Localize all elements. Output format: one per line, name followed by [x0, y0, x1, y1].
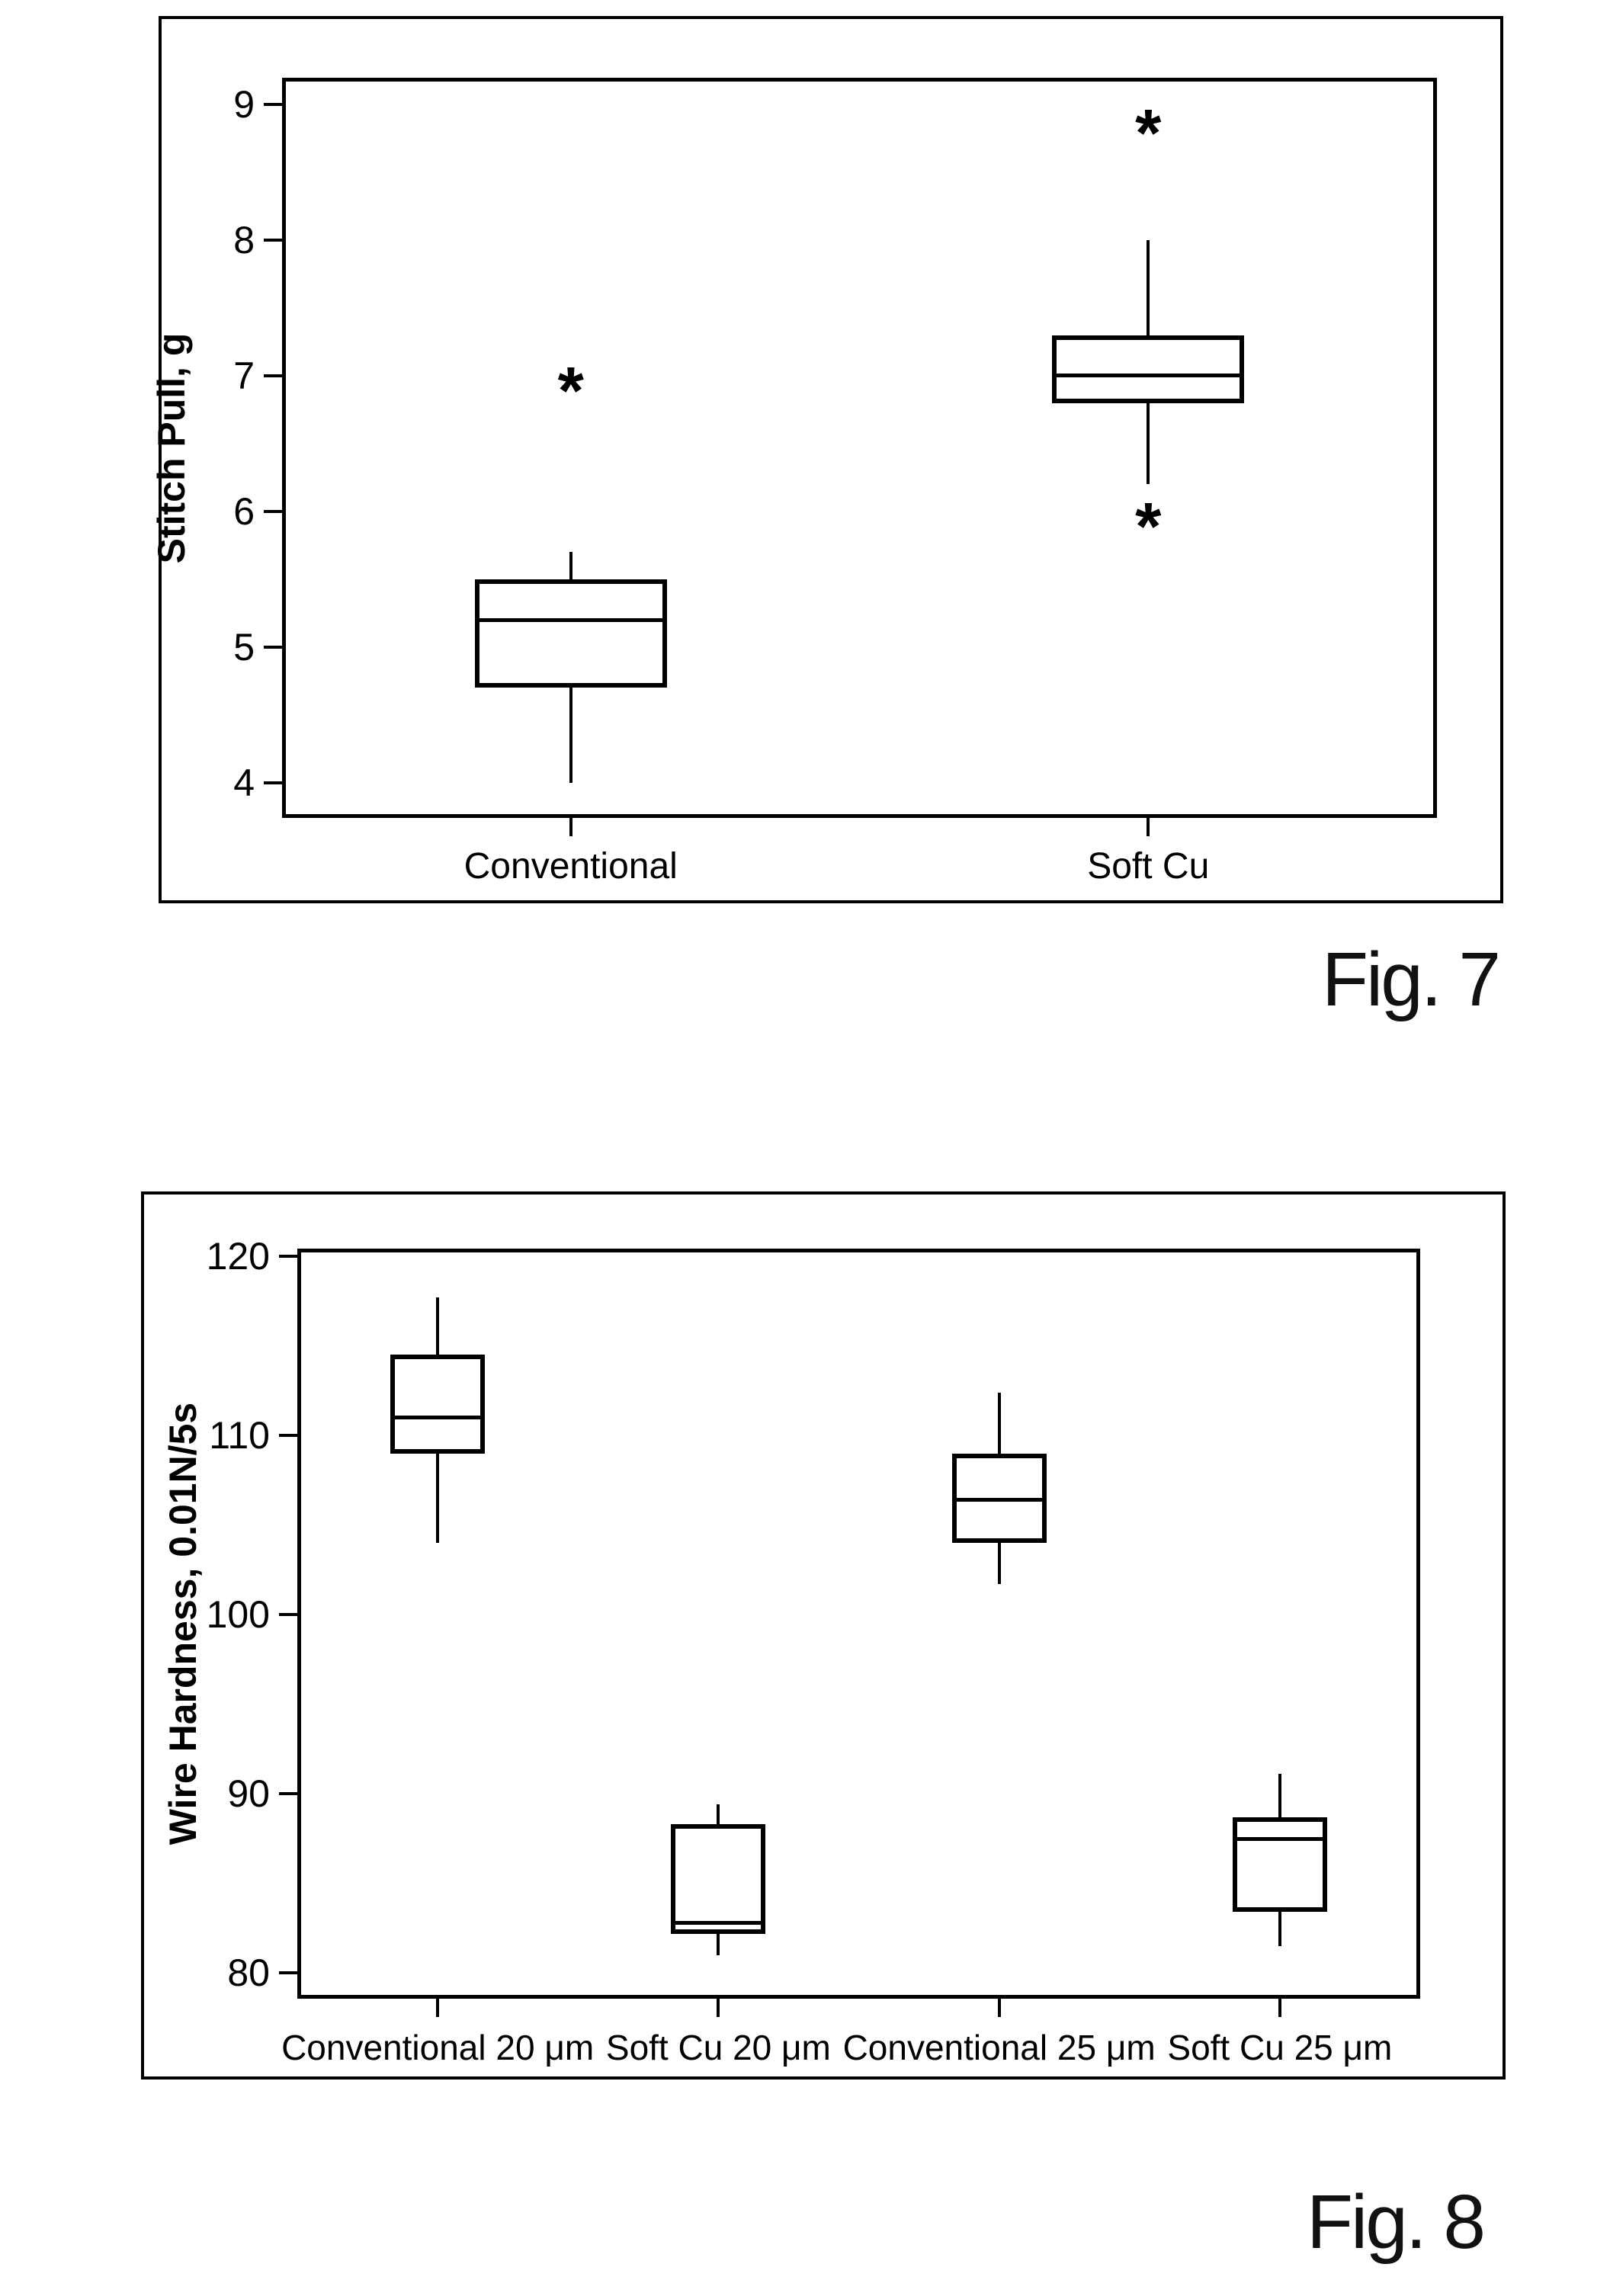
fig8-median-line	[393, 1416, 483, 1420]
fig7-median-line	[1055, 374, 1242, 378]
fig8-median-line	[1235, 1836, 1324, 1841]
fig7-median-line	[477, 617, 664, 622]
fig7-y-tick	[264, 239, 282, 242]
fig8-x-tick	[436, 1999, 440, 2017]
fig7-outlier-marker: *	[1135, 95, 1162, 171]
fig7-y-tick	[264, 781, 282, 784]
fig8-category-label: Soft Cu 25 μm	[1167, 2028, 1393, 2067]
fig8-box	[390, 1355, 486, 1454]
fig7-y-tick	[264, 374, 282, 377]
fig8-y-tick-label: 90	[227, 1772, 270, 1816]
fig7-box	[474, 579, 667, 688]
fig7-y-tick	[264, 645, 282, 649]
fig8-y-tick	[279, 1255, 297, 1259]
fig8-y-tick-label: 80	[227, 1951, 270, 1995]
fig7-box	[1052, 335, 1245, 403]
fig8-median-line	[674, 1921, 763, 1926]
fig7-category-label: Conventional	[463, 846, 678, 887]
fig7-y-tick-label: 7	[233, 354, 255, 397]
fig8-category-label: Conventional 20 μm	[281, 2028, 595, 2067]
fig8-y-tick-label: 110	[209, 1414, 270, 1457]
fig8-category-label: Conventional 25 μm	[842, 2028, 1156, 2067]
fig8-category-label: Soft Cu 20 μm	[605, 2028, 831, 2067]
fig8-y-axis-title: Wire Hardness, 0.01N/5s	[162, 1402, 204, 1845]
fig7-x-tick	[569, 818, 572, 836]
fig7-outlier-marker: *	[1135, 488, 1162, 564]
fig7-outlier-marker: *	[557, 352, 584, 428]
fig8-y-tick-label: 120	[206, 1235, 270, 1278]
fig7-plot-area	[282, 78, 1437, 818]
fig7-category-label: Soft Cu	[1087, 846, 1210, 887]
fig8-box	[671, 1824, 766, 1934]
fig8-median-line	[954, 1498, 1044, 1502]
fig8-x-tick	[1278, 1999, 1281, 2017]
fig7-y-tick-label: 4	[233, 761, 255, 804]
fig8-caption: Fig. 8	[1306, 2179, 1486, 2265]
fig8-x-tick	[717, 1999, 720, 2017]
fig7-y-tick-label: 6	[233, 489, 255, 533]
fig7-y-tick	[264, 103, 282, 107]
fig7-caption: Fig. 7	[1321, 937, 1501, 1022]
fig8-y-tick	[279, 1434, 297, 1438]
fig7-y-tick-label: 9	[233, 83, 255, 127]
fig8-x-tick	[997, 1999, 1001, 2017]
fig7-x-tick	[1147, 818, 1150, 836]
fig8-box	[1232, 1817, 1327, 1913]
fig8-y-tick	[279, 1792, 297, 1796]
fig7-y-tick-label: 8	[233, 219, 255, 262]
fig8-y-tick	[279, 1613, 297, 1617]
fig8-y-tick	[279, 1971, 297, 1975]
fig8-y-tick-label: 100	[206, 1593, 270, 1637]
fig7-y-tick	[264, 509, 282, 513]
fig7-y-tick-label: 5	[233, 625, 255, 669]
